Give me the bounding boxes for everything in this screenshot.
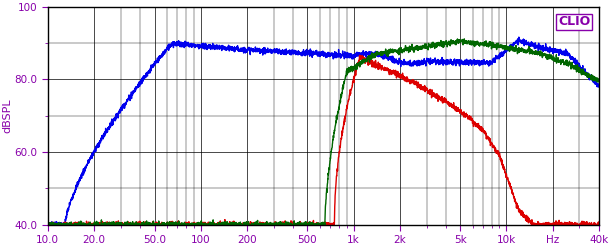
Y-axis label: dBSPL: dBSPL: [3, 98, 13, 133]
Text: CLIO: CLIO: [558, 15, 590, 29]
